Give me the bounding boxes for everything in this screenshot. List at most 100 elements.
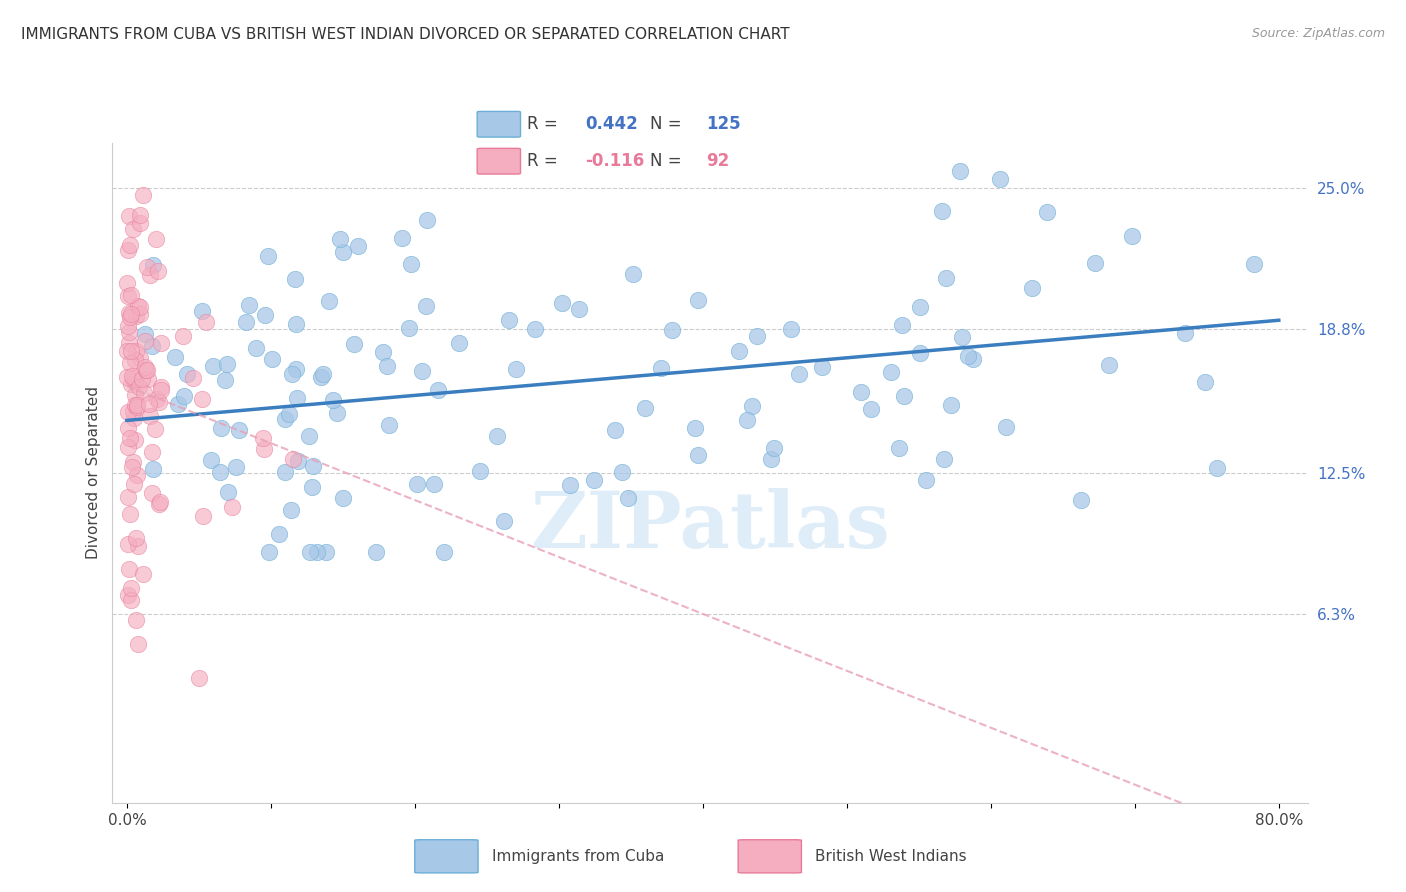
Point xyxy=(735,413,758,427)
Point xyxy=(121,369,143,384)
Point xyxy=(125,309,148,323)
Point xyxy=(117,440,139,454)
Point xyxy=(141,339,163,353)
Point xyxy=(260,352,283,367)
Point xyxy=(285,318,308,332)
Point xyxy=(172,329,194,343)
Point xyxy=(173,389,195,403)
Point xyxy=(221,500,243,514)
Point xyxy=(245,342,267,356)
Point xyxy=(225,460,247,475)
Point xyxy=(125,401,148,415)
Text: R =: R = xyxy=(527,153,557,170)
Point xyxy=(891,318,914,332)
Point xyxy=(281,367,304,381)
Point xyxy=(957,349,980,363)
Point xyxy=(215,357,238,371)
Text: 125: 125 xyxy=(706,115,741,133)
Point xyxy=(115,343,138,358)
Point xyxy=(128,208,150,222)
Point xyxy=(398,320,420,334)
Point xyxy=(378,418,401,433)
Point xyxy=(274,412,297,426)
Text: 0.442: 0.442 xyxy=(585,115,638,133)
Point xyxy=(298,545,321,559)
Point xyxy=(401,257,423,271)
Point xyxy=(447,336,470,351)
Point xyxy=(741,399,763,413)
Point xyxy=(118,306,141,320)
Point xyxy=(311,370,333,384)
Point xyxy=(343,336,366,351)
Point xyxy=(950,330,973,344)
Point xyxy=(298,429,321,443)
Point xyxy=(373,345,395,359)
Point xyxy=(115,277,138,291)
Point xyxy=(280,503,302,517)
Point xyxy=(149,336,172,351)
Text: Source: ZipAtlas.com: Source: ZipAtlas.com xyxy=(1251,27,1385,40)
Point xyxy=(621,267,644,281)
Point xyxy=(415,300,437,314)
Point xyxy=(301,480,323,494)
Point xyxy=(811,359,834,374)
Point xyxy=(125,531,148,545)
Text: IMMIGRANTS FROM CUBA VS BRITISH WEST INDIAN DIVORCED OR SEPARATED CORRELATION CH: IMMIGRANTS FROM CUBA VS BRITISH WEST IND… xyxy=(21,27,790,42)
Point xyxy=(287,454,309,468)
Point xyxy=(505,362,527,376)
Point xyxy=(187,671,209,685)
Text: -0.116: -0.116 xyxy=(585,153,645,170)
Point xyxy=(191,508,214,523)
Point xyxy=(138,268,160,283)
Point xyxy=(195,315,218,329)
Point xyxy=(988,172,1011,186)
Point xyxy=(166,397,188,411)
Point xyxy=(117,289,139,303)
Point xyxy=(787,367,810,381)
Point xyxy=(949,164,972,178)
Point xyxy=(125,398,148,412)
Point xyxy=(415,213,437,227)
Point xyxy=(238,298,260,312)
Point xyxy=(120,592,142,607)
Point xyxy=(120,288,142,302)
Point xyxy=(120,307,142,321)
Point xyxy=(688,448,710,462)
Point xyxy=(228,423,250,437)
Point xyxy=(124,398,146,412)
Point xyxy=(138,396,160,410)
Point xyxy=(568,301,591,316)
Point xyxy=(650,360,672,375)
Point xyxy=(281,451,304,466)
Point xyxy=(285,392,308,406)
Point xyxy=(332,491,354,505)
Point xyxy=(1174,326,1197,340)
Point xyxy=(962,351,984,366)
Point xyxy=(125,468,148,483)
Point xyxy=(269,526,291,541)
Point xyxy=(610,465,633,479)
Point xyxy=(117,589,139,603)
Point xyxy=(121,460,143,475)
Point xyxy=(190,304,212,318)
Point xyxy=(935,270,957,285)
Text: 92: 92 xyxy=(706,153,730,170)
Point xyxy=(150,379,173,393)
Point xyxy=(131,567,153,582)
Point xyxy=(257,249,280,263)
Point xyxy=(426,383,449,397)
Point xyxy=(128,307,150,321)
Point xyxy=(498,313,520,327)
Point xyxy=(117,405,139,419)
Point xyxy=(1121,229,1143,244)
Point xyxy=(121,222,143,236)
Text: British West Indians: British West Indians xyxy=(815,849,967,863)
Point xyxy=(200,452,222,467)
Point xyxy=(582,474,605,488)
Point xyxy=(908,346,931,360)
Point xyxy=(118,237,141,252)
Point xyxy=(274,465,297,479)
Point xyxy=(165,350,187,364)
Point xyxy=(603,423,626,437)
Point xyxy=(433,545,456,559)
